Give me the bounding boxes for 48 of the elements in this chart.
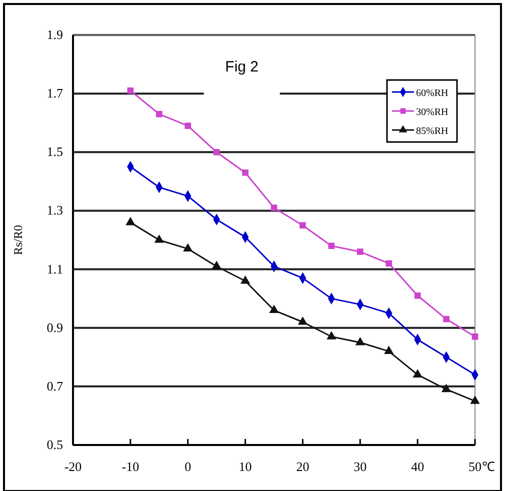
x-tick-label: -10 bbox=[122, 459, 140, 474]
point bbox=[386, 260, 392, 267]
point bbox=[184, 122, 192, 129]
point bbox=[328, 242, 335, 250]
x-tick-label: 0 bbox=[184, 459, 192, 474]
x-axis-title: ℃ bbox=[482, 459, 495, 474]
x-tick-label: 50 bbox=[468, 459, 482, 474]
point bbox=[326, 331, 336, 340]
point bbox=[384, 346, 394, 354]
y-tick-label: 1.1 bbox=[46, 261, 63, 276]
point bbox=[212, 260, 222, 270]
x-tick-label: 10 bbox=[238, 459, 252, 474]
point bbox=[470, 396, 480, 404]
point bbox=[126, 216, 136, 226]
point bbox=[240, 275, 250, 284]
point bbox=[472, 333, 478, 340]
point bbox=[300, 222, 306, 229]
point bbox=[156, 110, 162, 118]
point bbox=[183, 243, 193, 252]
legend-label: 85%RH bbox=[416, 126, 448, 137]
point bbox=[270, 204, 278, 211]
point bbox=[213, 148, 220, 156]
y-tick-label: 1.9 bbox=[46, 27, 63, 42]
x-tick-label: 40 bbox=[411, 459, 424, 474]
legend-label: 30%RH bbox=[416, 107, 448, 118]
x-tick-label: 20 bbox=[296, 459, 310, 474]
x-tick-label: -20 bbox=[64, 459, 82, 474]
y-tick-label: 1.7 bbox=[46, 86, 64, 101]
point bbox=[356, 248, 364, 255]
point bbox=[242, 169, 248, 176]
y-tick-label: 1.5 bbox=[46, 144, 63, 160]
point bbox=[443, 316, 450, 322]
y-tick-label: 1.3 bbox=[46, 202, 63, 218]
legend-label: 60%RH bbox=[416, 88, 448, 99]
point bbox=[127, 87, 134, 94]
point bbox=[269, 304, 279, 314]
point bbox=[154, 234, 164, 243]
point bbox=[298, 316, 308, 325]
point bbox=[412, 369, 422, 378]
x-tick-label: 30 bbox=[354, 459, 367, 474]
text: Fig 2 bbox=[225, 58, 259, 76]
point bbox=[414, 292, 421, 299]
y-tick-label: 0.9 bbox=[46, 320, 63, 335]
y-axis-title: Rs/R0 bbox=[11, 224, 25, 256]
y-tick-label: 0.7 bbox=[46, 378, 64, 394]
point bbox=[355, 336, 365, 346]
y-tick-label: 0.5 bbox=[46, 437, 63, 452]
point bbox=[441, 384, 452, 392]
